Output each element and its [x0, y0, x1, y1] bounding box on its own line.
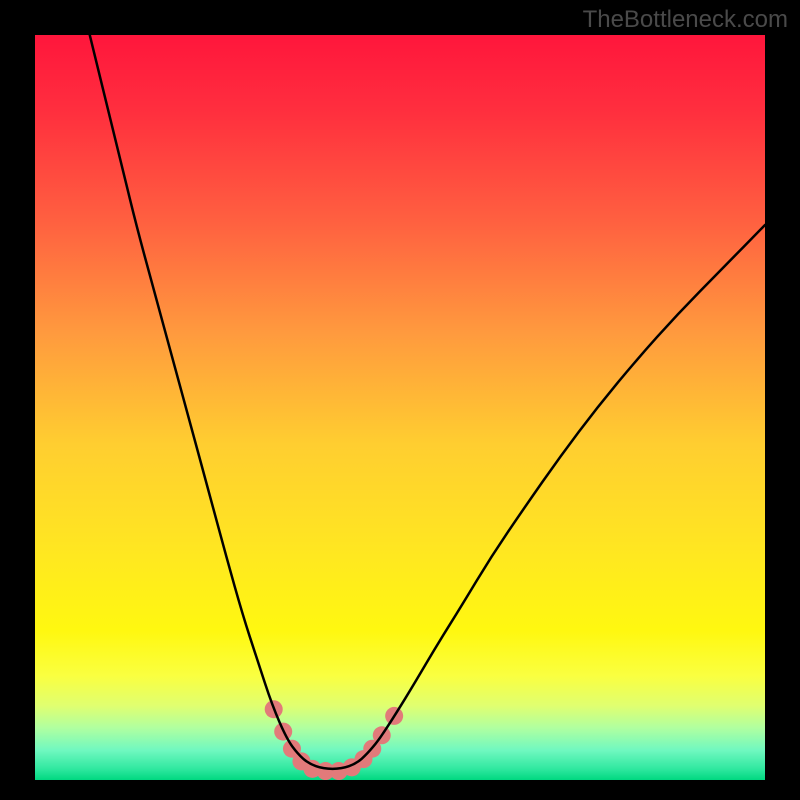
plot-area [35, 35, 765, 780]
watermark-text: TheBottleneck.com [583, 6, 788, 34]
bottleneck-curve [90, 35, 765, 769]
curve-layer [35, 35, 765, 780]
chart-container: TheBottleneck.com [0, 0, 800, 800]
